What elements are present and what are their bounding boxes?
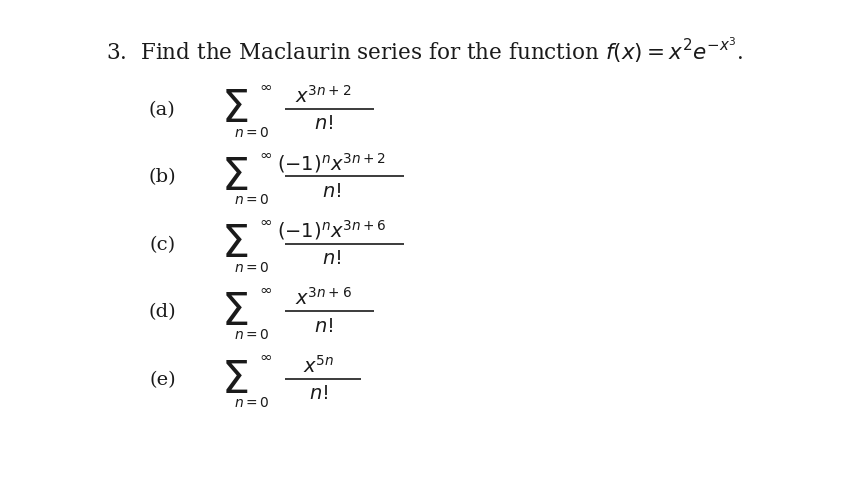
Text: $x^{5n}$: $x^{5n}$: [303, 354, 335, 376]
Text: $n!$: $n!$: [314, 317, 333, 335]
Text: $n{=}0$: $n{=}0$: [234, 327, 269, 341]
Text: $\Sigma$: $\Sigma$: [221, 223, 248, 266]
Text: $n!$: $n!$: [322, 182, 342, 200]
Text: (e): (e): [149, 370, 176, 388]
Text: $\Sigma$: $\Sigma$: [221, 88, 248, 131]
Text: $\infty$: $\infty$: [259, 80, 272, 94]
Text: $\Sigma$: $\Sigma$: [221, 290, 248, 333]
Text: $\Sigma$: $\Sigma$: [221, 358, 248, 401]
Text: (c): (c): [150, 235, 175, 254]
Text: $n!$: $n!$: [309, 385, 329, 403]
Text: $n!$: $n!$: [314, 115, 333, 133]
Text: $\infty$: $\infty$: [259, 349, 272, 363]
Text: $x^{3n+2}$: $x^{3n+2}$: [295, 84, 351, 106]
Text: $\infty$: $\infty$: [259, 215, 272, 229]
Text: $x^{3n+6}$: $x^{3n+6}$: [295, 287, 352, 308]
Text: $n{=}0$: $n{=}0$: [234, 125, 269, 139]
Text: 3.  Find the Maclaurin series for the function $f(x) = x^2e^{-x^3}$.: 3. Find the Maclaurin series for the fun…: [106, 35, 744, 64]
Text: $n{=}0$: $n{=}0$: [234, 395, 269, 409]
Text: $n{=}0$: $n{=}0$: [234, 193, 269, 207]
Text: $n{=}0$: $n{=}0$: [234, 260, 269, 274]
Text: $\infty$: $\infty$: [259, 282, 272, 296]
Text: (b): (b): [149, 168, 176, 186]
Text: (a): (a): [149, 101, 176, 119]
Text: $(-1)^n x^{3n+6}$: $(-1)^n x^{3n+6}$: [277, 218, 387, 242]
Text: $n!$: $n!$: [322, 250, 342, 268]
Text: (d): (d): [149, 303, 176, 321]
Text: $\Sigma$: $\Sigma$: [221, 155, 248, 198]
Text: $\infty$: $\infty$: [259, 148, 272, 161]
Text: $(-1)^n x^{3n+2}$: $(-1)^n x^{3n+2}$: [277, 151, 387, 175]
